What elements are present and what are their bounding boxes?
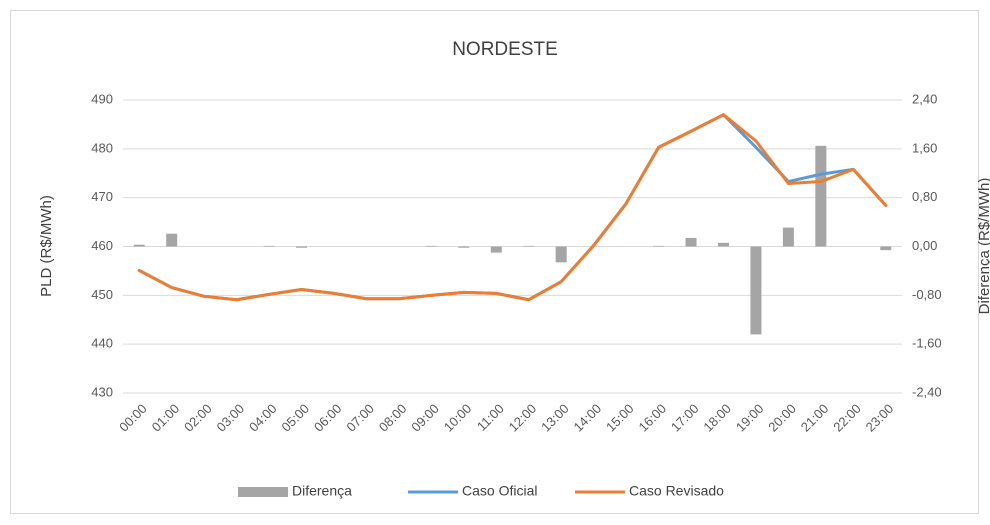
bar	[555, 246, 567, 263]
y2-tick-label: -0,80	[912, 287, 942, 302]
bar	[490, 246, 502, 253]
y2-tick-label: 0,80	[912, 189, 937, 204]
bar	[523, 245, 535, 247]
y-tick-label: 480	[91, 140, 113, 155]
y2-tick-label: -2,40	[912, 384, 942, 399]
bar	[717, 242, 729, 247]
bar	[815, 145, 827, 247]
bar	[880, 246, 892, 251]
bar	[782, 227, 794, 247]
legend-label: Caso Oficial	[462, 483, 537, 499]
bar	[166, 233, 178, 247]
y-tick-label: 430	[91, 384, 113, 399]
y-tick-label: 460	[91, 238, 113, 253]
bar	[133, 244, 145, 247]
legend-label: Caso Revisado	[629, 483, 724, 499]
y2-tick-label: 1,60	[912, 140, 937, 155]
chart-border	[10, 10, 979, 514]
y-tick-label: 450	[91, 287, 113, 302]
y-axis-label: PLD (R$/MWh)	[38, 195, 55, 297]
legend-label: Diferença	[292, 483, 352, 499]
legend-swatch	[238, 487, 288, 497]
y2-axis-label: Diferença (R$/MWh)	[976, 178, 990, 315]
bar	[685, 237, 697, 247]
bar	[750, 246, 762, 335]
bar	[425, 245, 437, 247]
bar	[458, 246, 470, 248]
bar	[296, 246, 308, 248]
chart-title: NORDESTE	[452, 39, 558, 60]
y2-tick-label: 2,40	[912, 91, 937, 106]
bar	[653, 245, 665, 247]
y2-tick-label: 0,00	[912, 238, 937, 253]
y2-tick-label: -1,60	[912, 336, 942, 351]
y-tick-label: 490	[91, 91, 113, 106]
line	[137, 113, 888, 302]
y-tick-label: 470	[91, 189, 113, 204]
y-tick-label: 440	[91, 336, 113, 351]
bar	[263, 245, 275, 247]
